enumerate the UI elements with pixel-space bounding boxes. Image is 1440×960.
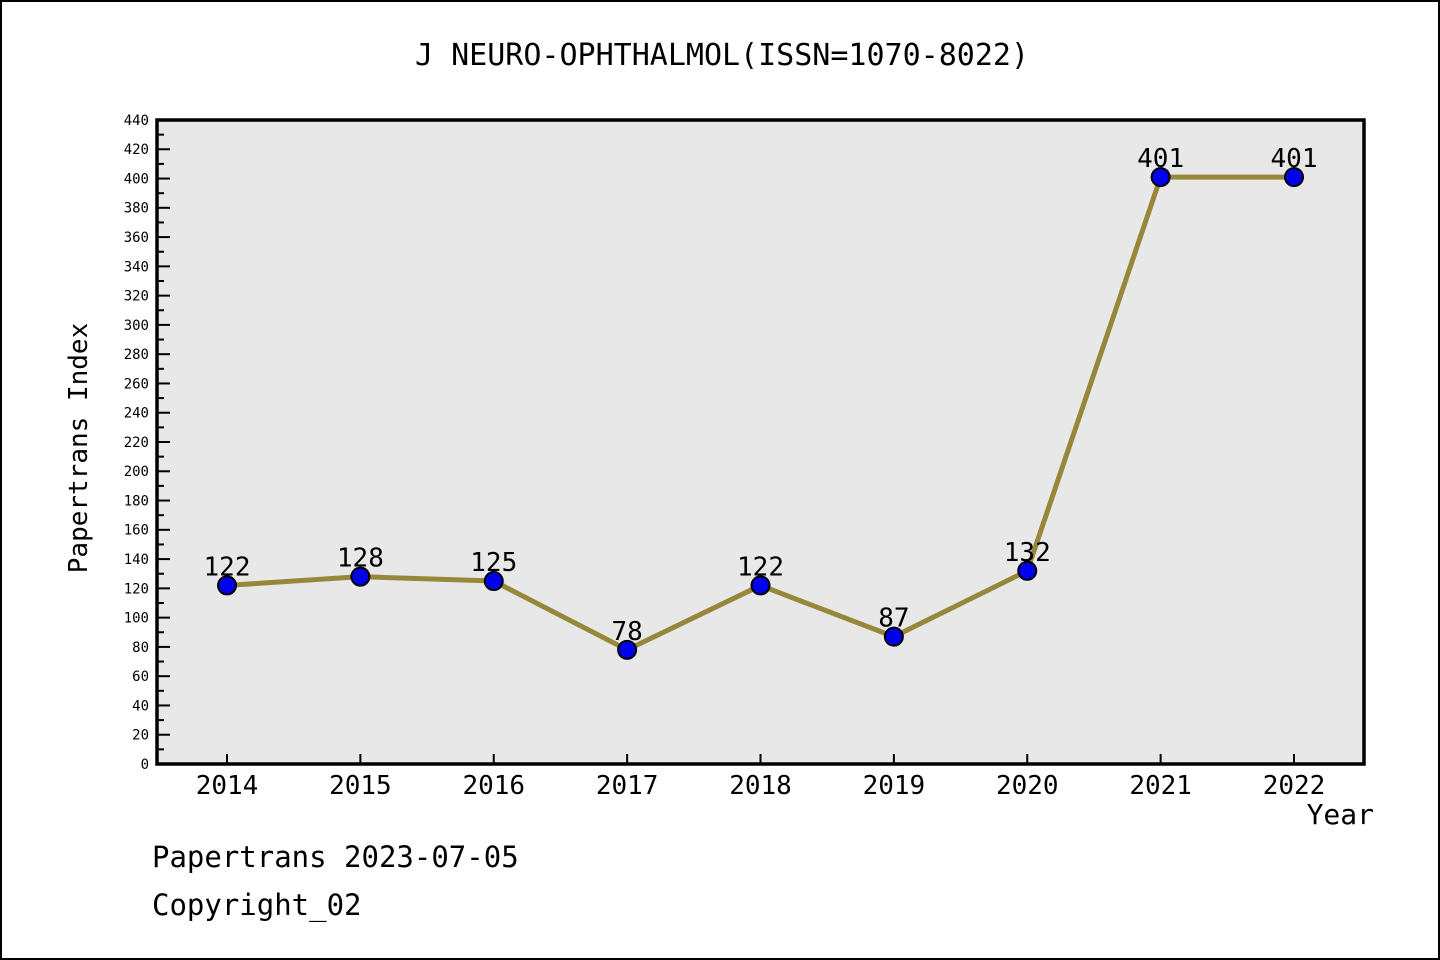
plot-border xyxy=(155,118,1366,766)
y-tick-label: 320 xyxy=(124,289,149,305)
x-tick-label: 2017 xyxy=(596,771,659,801)
point-label: 87 xyxy=(878,604,909,634)
data-point xyxy=(1284,167,1304,188)
x-tick-label: 2020 xyxy=(996,771,1059,801)
data-point xyxy=(883,626,904,647)
y-tick-label: 40 xyxy=(132,698,149,714)
y-tick-label: 380 xyxy=(124,201,149,217)
data-point xyxy=(1017,560,1038,581)
point-label: 132 xyxy=(1004,538,1051,568)
x-tick-label: 2015 xyxy=(329,771,392,801)
y-tick-label: 280 xyxy=(124,347,149,363)
y-tick-label: 20 xyxy=(132,728,149,744)
y-tick-label: 340 xyxy=(124,259,149,275)
data-point xyxy=(217,575,237,596)
y-tick-label: 0 xyxy=(141,757,149,773)
x-tick-label: 2016 xyxy=(462,771,525,801)
y-tick-label: 260 xyxy=(124,376,149,392)
data-point xyxy=(483,571,504,592)
y-axis-label: Papertrans Index xyxy=(64,322,94,574)
x-tick-label: 2014 xyxy=(196,771,259,801)
y-tick-label: 120 xyxy=(124,581,149,597)
x-tick-label: 2022 xyxy=(1263,771,1326,801)
chart-title: J NEURO-OPHTHALMOL(ISSN=1070-8022) xyxy=(414,38,1030,73)
data-point xyxy=(350,566,371,587)
y-tick-label: 180 xyxy=(124,493,149,509)
y-tick-label: 440 xyxy=(124,113,149,129)
point-label: 122 xyxy=(204,552,251,582)
y-tick-label: 400 xyxy=(124,171,149,187)
y-tick-label: 60 xyxy=(132,669,149,685)
y-tick-label: 220 xyxy=(124,435,149,451)
y-tick-label: 160 xyxy=(124,523,149,539)
y-tick-label: 100 xyxy=(124,611,149,627)
y-tick-label: 80 xyxy=(132,640,149,656)
point-label: 125 xyxy=(470,548,517,578)
data-point xyxy=(750,575,771,596)
y-tick-label: 140 xyxy=(124,552,149,568)
y-tick-label: 300 xyxy=(124,318,149,334)
point-label: 401 xyxy=(1137,144,1184,174)
point-label: 122 xyxy=(737,552,784,582)
y-tick-label: 420 xyxy=(124,142,149,158)
y-tick-label: 200 xyxy=(124,464,149,480)
y-tick-label: 360 xyxy=(124,230,149,246)
point-label: 401 xyxy=(1271,144,1318,174)
x-tick-label: 2021 xyxy=(1129,771,1192,801)
footer-date: Papertrans 2023-07-05 xyxy=(152,840,519,874)
point-label: 128 xyxy=(337,544,384,574)
data-point xyxy=(1150,167,1171,188)
footer-copyright: Copyright_02 xyxy=(152,888,362,922)
x-axis-label: Year xyxy=(1306,798,1374,831)
y-tick-label: 240 xyxy=(124,406,149,422)
point-label: 78 xyxy=(611,617,642,647)
x-tick-label: 2018 xyxy=(729,771,792,801)
plot-area xyxy=(157,120,1364,764)
x-tick-label: 2019 xyxy=(863,771,926,801)
data-point xyxy=(617,639,638,660)
